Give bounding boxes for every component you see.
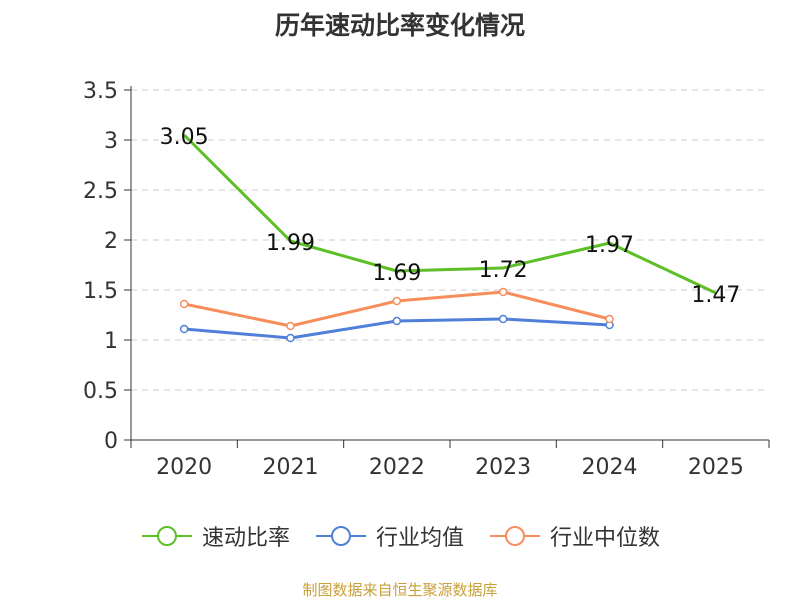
data-label: 1.72 [479,258,528,283]
data-point [286,321,295,331]
data-label: 3.05 [160,125,209,150]
y-tick-label: 3.5 [83,79,118,104]
legend-item-industry-mean[interactable]: 行业均值 [314,520,464,552]
data-label: 1.97 [585,233,634,258]
legend-label-quick-ratio: 速动比率 [201,526,290,551]
legend-item-quick-ratio[interactable]: 速动比率 [140,520,290,552]
data-point [179,299,189,309]
data-label: 1.69 [372,261,421,286]
y-tick-label: 0.5 [83,379,118,404]
legend-item-industry-median[interactable]: 行业中位数 [488,520,660,552]
source-note: 制图数据来自恒生聚源数据库 [302,581,498,599]
y-tick-label: 0 [104,429,118,454]
legend-swatch-industry-mean-icon [315,526,366,546]
data-point [392,316,402,326]
data-point [179,324,189,334]
y-tick-label: 3 [104,129,118,154]
legend: 速动比率 行业均值 行业中位数 [0,520,800,552]
y-tick-label: 1.5 [83,279,118,304]
x-tick-label: 2024 [582,455,638,480]
legend-swatch-quick-ratio-icon [141,526,192,546]
data-point [605,314,614,324]
x-tick-label: 2022 [369,455,425,480]
legend-label-industry-median: 行业中位数 [550,526,661,551]
data-point [498,287,508,297]
x-tick-label: 2023 [475,455,531,480]
data-point [498,314,508,324]
legend-label-industry-mean: 行业均值 [375,526,464,551]
y-tick-label: 2 [104,229,118,254]
x-tick-label: 2020 [156,455,212,480]
data-point [392,296,402,306]
data-point [286,333,295,343]
chart-title: 历年速动比率变化情况 [274,11,525,40]
x-tick-label: 2021 [263,455,319,480]
legend-swatch-industry-median-icon [490,526,540,546]
x-tick-label: 2025 [688,455,744,480]
data-label: 1.99 [266,231,315,256]
data-label: 1.47 [691,283,740,308]
series-line-0 [183,133,717,295]
y-tick-label: 2.5 [83,179,118,204]
y-tick-label: 1 [104,329,118,354]
